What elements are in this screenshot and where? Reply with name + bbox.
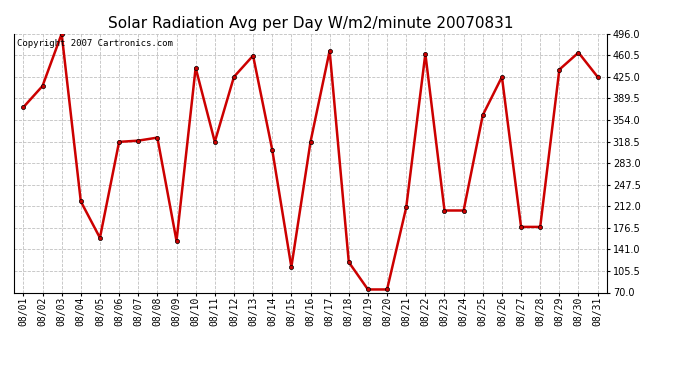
Text: Copyright 2007 Cartronics.com: Copyright 2007 Cartronics.com: [17, 39, 172, 48]
Title: Solar Radiation Avg per Day W/m2/minute 20070831: Solar Radiation Avg per Day W/m2/minute …: [108, 16, 513, 31]
